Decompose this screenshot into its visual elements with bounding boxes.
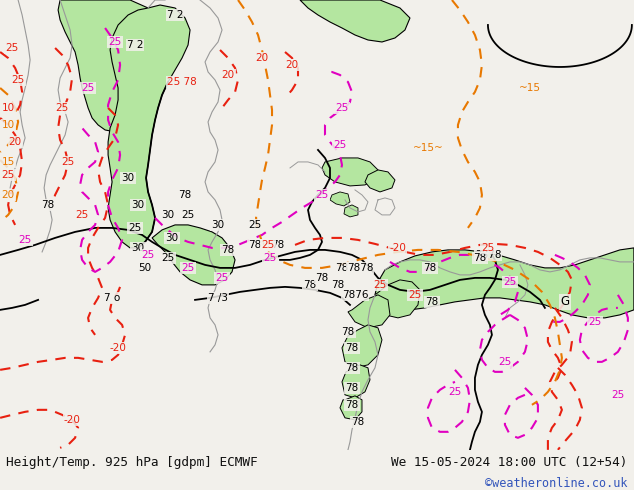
Text: 25: 25 [333,140,347,150]
Text: 25: 25 [263,253,276,263]
Text: 20: 20 [221,70,235,80]
Text: 25: 25 [141,250,155,260]
Text: 7 o: 7 o [104,293,120,303]
Text: 78: 78 [271,240,285,250]
Text: 25: 25 [216,273,229,283]
Text: 25: 25 [498,357,512,367]
Text: 25 78: 25 78 [167,77,197,87]
Text: 25: 25 [6,43,19,53]
Polygon shape [342,325,382,368]
Text: 25: 25 [503,277,517,287]
Text: 78: 78 [346,343,359,353]
Text: 30: 30 [131,200,145,210]
Text: 78: 78 [351,417,365,427]
Text: 25: 25 [1,170,15,180]
Text: Height/Temp. 925 hPa [gdpm] ECMWF: Height/Temp. 925 hPa [gdpm] ECMWF [6,456,258,469]
Polygon shape [342,365,370,398]
Text: 25: 25 [181,263,195,273]
Text: 20: 20 [1,190,15,200]
Polygon shape [375,280,420,318]
Text: 25: 25 [162,253,175,263]
Text: 25: 25 [315,190,328,200]
Text: 30: 30 [165,233,179,243]
Text: 30: 30 [212,220,224,230]
Text: 30: 30 [131,243,145,253]
Text: 20: 20 [285,60,299,70]
Text: 78: 78 [341,327,354,337]
Text: 78: 78 [346,383,359,393]
Text: ~15: ~15 [519,83,541,93]
Text: 25: 25 [61,157,75,167]
Text: 25: 25 [481,243,495,253]
Text: 30: 30 [122,173,134,183]
Text: 25: 25 [611,390,624,400]
Text: 7876: 7876 [342,290,368,300]
Polygon shape [152,225,235,285]
Text: 78: 78 [178,190,191,200]
Polygon shape [322,158,378,186]
Text: -20: -20 [389,243,406,253]
Text: 25: 25 [129,223,141,233]
Text: 78: 78 [424,263,437,273]
Text: 25: 25 [18,235,32,245]
Polygon shape [348,295,390,328]
Text: 25: 25 [373,280,387,290]
Text: 25: 25 [261,240,275,250]
Polygon shape [340,396,362,420]
Text: 78: 78 [249,240,262,250]
Text: 25: 25 [181,210,195,220]
Polygon shape [108,5,190,248]
Text: 15: 15 [1,157,15,167]
Text: 25: 25 [249,220,262,230]
Text: 20: 20 [8,137,22,147]
Text: 78: 78 [304,280,316,290]
Text: 25: 25 [81,83,94,93]
Text: 78: 78 [346,400,359,410]
Polygon shape [375,248,634,318]
Text: 7 2: 7 2 [127,40,143,50]
Text: 50: 50 [138,263,152,273]
Text: 78: 78 [41,200,55,210]
Polygon shape [365,170,395,192]
Text: 10: 10 [1,120,15,130]
Text: 25: 25 [108,37,122,47]
Text: 25: 25 [75,210,89,220]
Text: 25: 25 [56,103,68,113]
Polygon shape [58,0,158,132]
Polygon shape [300,0,410,42]
Text: 30: 30 [162,210,174,220]
Text: -20: -20 [63,415,81,425]
Text: 78: 78 [221,245,235,255]
Text: -20: -20 [110,343,127,353]
Text: 25: 25 [408,290,422,300]
Text: 25: 25 [448,387,462,397]
Text: 78: 78 [425,297,439,307]
Text: G: G [560,295,569,308]
Text: ~15~: ~15~ [413,143,443,153]
Text: 78: 78 [315,273,328,283]
Text: 78: 78 [332,280,345,290]
Text: 7 2: 7 2 [167,10,183,20]
Text: 7 /3: 7 /3 [208,293,228,303]
Text: 7878: 7878 [475,250,501,260]
Text: 78: 78 [346,363,359,373]
Text: 78: 78 [335,263,349,273]
Polygon shape [330,192,350,206]
Text: 7878: 7878 [347,263,373,273]
Polygon shape [344,205,358,217]
Text: 25: 25 [335,103,349,113]
Text: 20: 20 [256,53,269,63]
Text: We 15-05-2024 18:00 UTC (12+54): We 15-05-2024 18:00 UTC (12+54) [391,456,628,469]
Text: 25: 25 [11,75,25,85]
Text: 25: 25 [588,317,602,327]
Text: 10: 10 [1,103,15,113]
Text: 78: 78 [474,253,486,263]
Text: ©weatheronline.co.uk: ©weatheronline.co.uk [485,477,628,490]
